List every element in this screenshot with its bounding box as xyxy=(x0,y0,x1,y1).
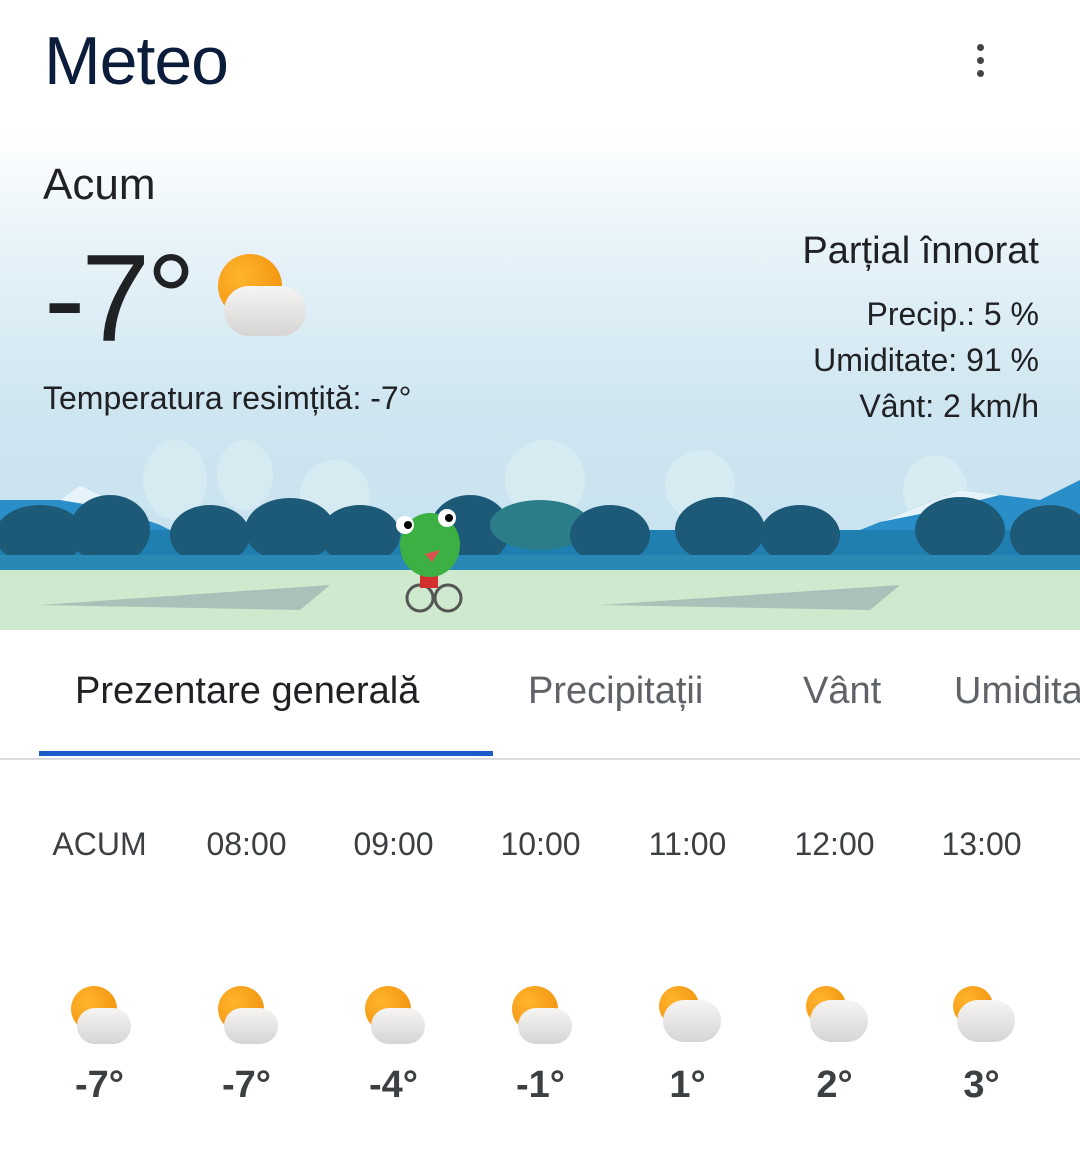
hour-time: 13:00 xyxy=(941,826,1022,862)
partly-cloudy-icon xyxy=(218,986,280,1046)
hour-temperature: 1° xyxy=(669,1064,706,1106)
hour-time: ACUM xyxy=(52,826,147,862)
hour-time: 08:00 xyxy=(206,826,287,862)
precipitation-text: Precip.: 5 % xyxy=(866,296,1039,332)
hour-time: 10:00 xyxy=(500,826,581,862)
active-tab-indicator xyxy=(39,751,493,756)
feels-like: Temperatura resimțită: -7° xyxy=(43,380,412,416)
hour-temperature: -7° xyxy=(75,1064,124,1106)
mostly-cloudy-icon xyxy=(953,986,1015,1046)
tab-humidity[interactable]: Umiditate xyxy=(954,670,1080,712)
more-vert-icon[interactable] xyxy=(966,44,994,84)
landscape-illustration xyxy=(0,440,1080,630)
tab-overview[interactable]: Prezentare generală xyxy=(75,670,420,712)
hour-temperature: -1° xyxy=(516,1064,565,1106)
hour-temperature: 3° xyxy=(963,1064,1000,1106)
hour-time: 11:00 xyxy=(648,826,727,862)
hour-temperature: 2° xyxy=(816,1064,853,1106)
current-temperature: -7° xyxy=(44,230,196,368)
tab-precipitation[interactable]: Precipitații xyxy=(528,670,704,712)
partly-cloudy-icon xyxy=(218,254,308,339)
tab-wind[interactable]: Vânt xyxy=(803,670,882,712)
tab-bar: Prezentare generală Precipitații Vânt Um… xyxy=(0,640,1080,760)
partly-cloudy-icon xyxy=(512,986,574,1046)
condition-text: Parțial înnorat xyxy=(802,230,1039,272)
mostly-cloudy-icon xyxy=(659,986,721,1046)
partly-cloudy-icon xyxy=(365,986,427,1046)
app-title: Meteo xyxy=(44,23,229,99)
hour-temperature: -7° xyxy=(222,1064,271,1106)
hour-time: 09:00 xyxy=(353,826,434,862)
weather-scene xyxy=(0,130,1080,630)
hour-time: 12:00 xyxy=(794,826,875,862)
mostly-cloudy-icon xyxy=(806,986,868,1046)
humidity-text: Umiditate: 91 % xyxy=(813,342,1039,378)
frog-cyclist xyxy=(396,509,463,613)
wind-text: Vânt: 2 km/h xyxy=(859,388,1039,424)
partly-cloudy-icon xyxy=(71,986,133,1046)
hour-temperature: -4° xyxy=(369,1064,418,1106)
current-label: Acum xyxy=(43,160,156,209)
